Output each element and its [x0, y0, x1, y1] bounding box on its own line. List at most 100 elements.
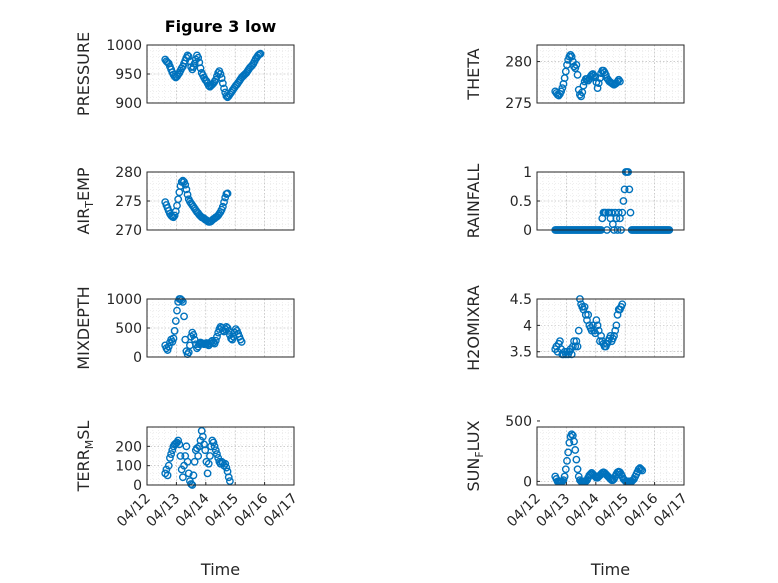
data-point — [213, 332, 221, 341]
data-point — [638, 466, 647, 475]
data-point — [220, 198, 228, 207]
data-point — [181, 335, 190, 344]
data-point — [570, 437, 578, 446]
y-axis-label: H2OMIXRA — [464, 285, 483, 371]
y-tick-label: 0 — [523, 223, 532, 239]
data-point — [216, 70, 225, 78]
data-point — [612, 321, 621, 330]
data-point — [563, 456, 571, 465]
data-point — [184, 469, 193, 478]
data-point — [613, 77, 622, 86]
data-point — [203, 469, 212, 478]
data-point — [198, 432, 207, 441]
y-tick-label: 0 — [523, 474, 532, 490]
data-point — [184, 348, 193, 357]
data-point — [178, 473, 187, 482]
data-point — [170, 211, 179, 220]
data-point — [637, 465, 645, 474]
data-point — [614, 75, 623, 84]
y-axis-label: MIXDEPTH — [74, 286, 93, 369]
data-point — [194, 452, 203, 460]
data-point — [174, 436, 183, 445]
data-point — [572, 455, 581, 464]
y-tick-label: 0 — [133, 478, 142, 494]
y-tick-label: 1000 — [106, 292, 142, 308]
data-point — [218, 202, 227, 211]
data-point — [560, 472, 569, 481]
data-point — [163, 346, 172, 354]
data-point — [222, 322, 231, 331]
data-point — [573, 465, 582, 474]
data-point — [170, 326, 179, 335]
y-axis-label: THETA — [464, 48, 483, 100]
data-point — [166, 454, 174, 462]
y-tick-label: 275 — [115, 194, 142, 210]
data-point — [570, 337, 578, 346]
data-point — [171, 317, 180, 325]
data-point — [564, 448, 573, 457]
data-point — [211, 446, 220, 455]
data-point — [567, 430, 576, 439]
data-point — [599, 66, 608, 75]
y-tick-label: 3.5 — [510, 345, 532, 361]
subplot-8: 0500SUNFLUX04/1204/1304/1404/1504/1604/1… — [464, 414, 691, 579]
data-point — [592, 316, 601, 324]
data-point — [223, 189, 232, 198]
data-point — [190, 59, 199, 68]
subplot-5: 0 500 1000 MIXDEPTH — [74, 286, 295, 370]
data-point — [594, 79, 603, 88]
data-point — [571, 342, 580, 351]
axes-frame — [146, 426, 295, 486]
data-point — [567, 52, 576, 61]
data-point — [554, 91, 563, 100]
data-point — [196, 64, 205, 73]
data-point — [567, 350, 576, 359]
subplot-4: 0 0.5 1 RAINFALL — [464, 164, 685, 239]
y-tick-label: 500 — [505, 414, 532, 430]
data-point — [580, 303, 589, 311]
data-point — [177, 465, 186, 474]
y-tick-label: 280 — [505, 55, 532, 71]
data-point — [169, 334, 178, 343]
data-point — [559, 476, 568, 485]
data-point — [620, 185, 629, 194]
data-point — [568, 342, 577, 351]
y-tick-label: 200 — [115, 439, 142, 455]
data-point — [189, 63, 198, 71]
x-tick-label: 04/17 — [651, 491, 691, 531]
y-tick-label: 900 — [115, 96, 142, 112]
data-point — [221, 193, 230, 202]
subplot-7: 0100200TERRMSL04/1204/1304/1404/1504/160… — [74, 421, 301, 579]
y-tick-label: 4 — [523, 318, 532, 334]
data-point — [581, 310, 590, 319]
data-point — [584, 76, 593, 85]
data-point — [574, 326, 583, 335]
data-point — [182, 185, 191, 194]
data-point — [611, 326, 620, 335]
x-axis-label: Time — [590, 560, 630, 579]
subplot-3: 270 275 280 AIRTEMP — [74, 165, 295, 239]
data-point — [210, 442, 219, 451]
y-tick-label: 4.5 — [510, 292, 532, 308]
y-axis-label: SUNFLUX — [464, 420, 486, 491]
axes-frame — [536, 426, 685, 486]
y-tick-label: 0 — [133, 350, 142, 366]
data-point — [591, 73, 600, 82]
data-point — [218, 79, 227, 88]
data-point — [211, 336, 220, 345]
data-point — [561, 465, 570, 474]
data-point — [189, 471, 198, 480]
data-point — [173, 306, 181, 315]
data-point — [206, 452, 214, 460]
data-point — [597, 332, 605, 340]
data-point — [572, 60, 581, 69]
data-point — [584, 310, 593, 319]
axes-frame — [536, 44, 685, 104]
data-point — [571, 446, 580, 454]
y-tick-label: 1000 — [106, 38, 142, 54]
data-point — [579, 81, 588, 90]
data-point — [558, 84, 567, 92]
subplot-1: 900 950 1000 PRESSURE Figure 3 low — [74, 17, 295, 116]
data-point — [190, 457, 199, 466]
